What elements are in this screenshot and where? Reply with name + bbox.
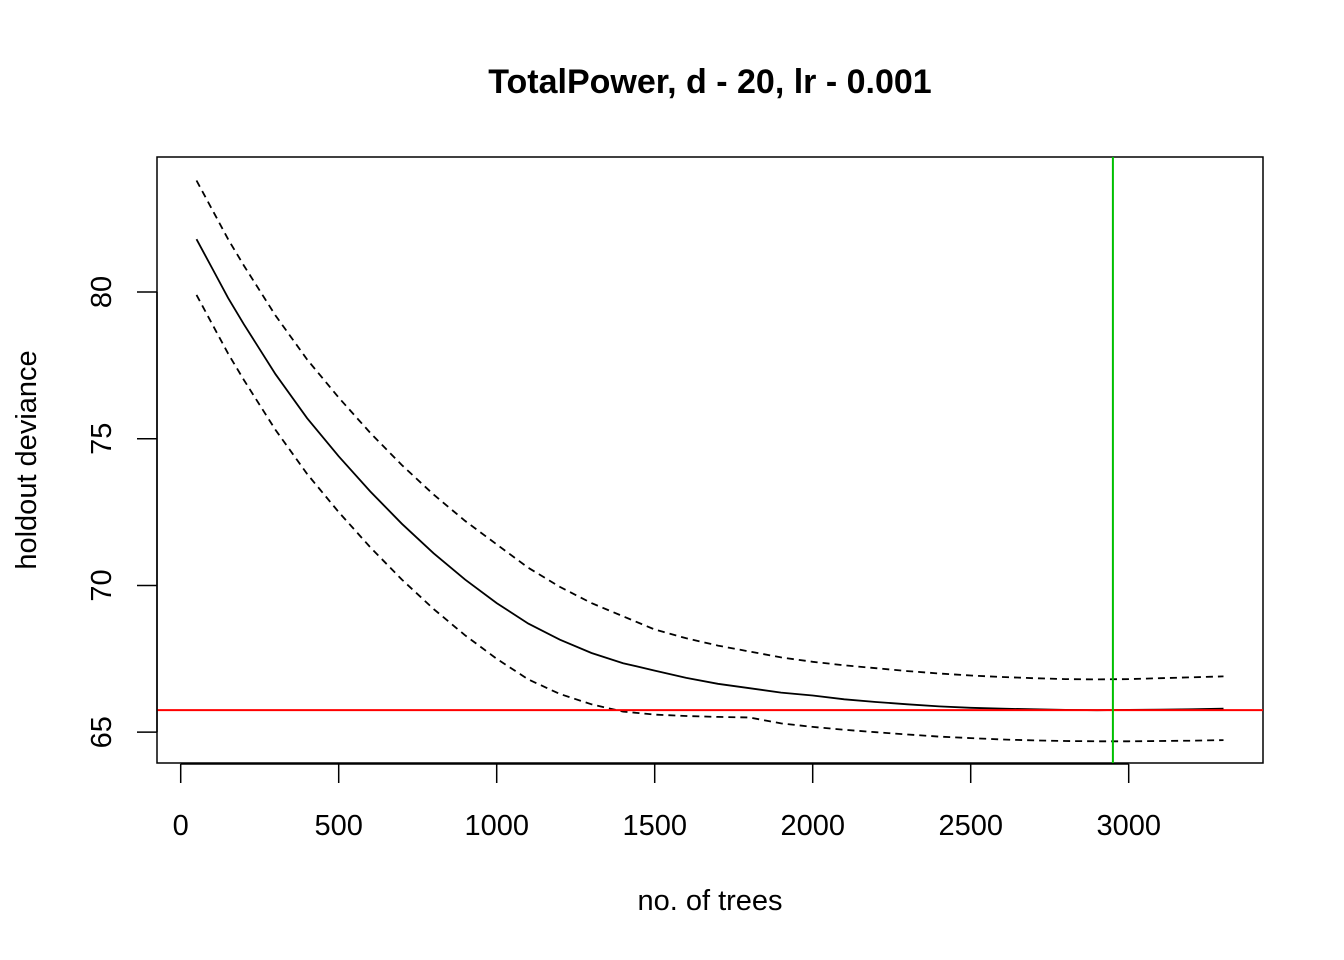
x-axis-label: no. of trees (637, 885, 782, 917)
plot-frame (156, 156, 1264, 764)
y-tick-label: 70 (86, 569, 118, 601)
x-tick-label: 2000 (780, 810, 845, 842)
y-tick-label: 75 (86, 423, 118, 455)
x-tick-label: 1000 (464, 810, 529, 842)
y-axis-label: holdout deviance (11, 350, 43, 569)
plot-region (157, 157, 1263, 763)
y-tick-label: 65 (86, 716, 118, 748)
y-tick-label: 80 (86, 276, 118, 308)
dashed-series-line-1 (195, 180, 1224, 681)
solid-series-line (195, 238, 1224, 712)
x-tick-label: 0 (173, 810, 189, 842)
y-axis: 65 70 75 80 (86, 276, 158, 748)
x-axis: 0 500 1000 1500 2000 2500 3000 (173, 763, 1161, 842)
x-tick-label: 500 (315, 810, 363, 842)
x-tick-label: 3000 (1096, 810, 1161, 842)
x-tick-label: 2500 (938, 810, 1003, 842)
dashed-series-line-2 (195, 294, 1224, 743)
x-tick-label: 1500 (622, 810, 687, 842)
chart-title: TotalPower, d - 20, lr - 0.001 (488, 63, 931, 101)
